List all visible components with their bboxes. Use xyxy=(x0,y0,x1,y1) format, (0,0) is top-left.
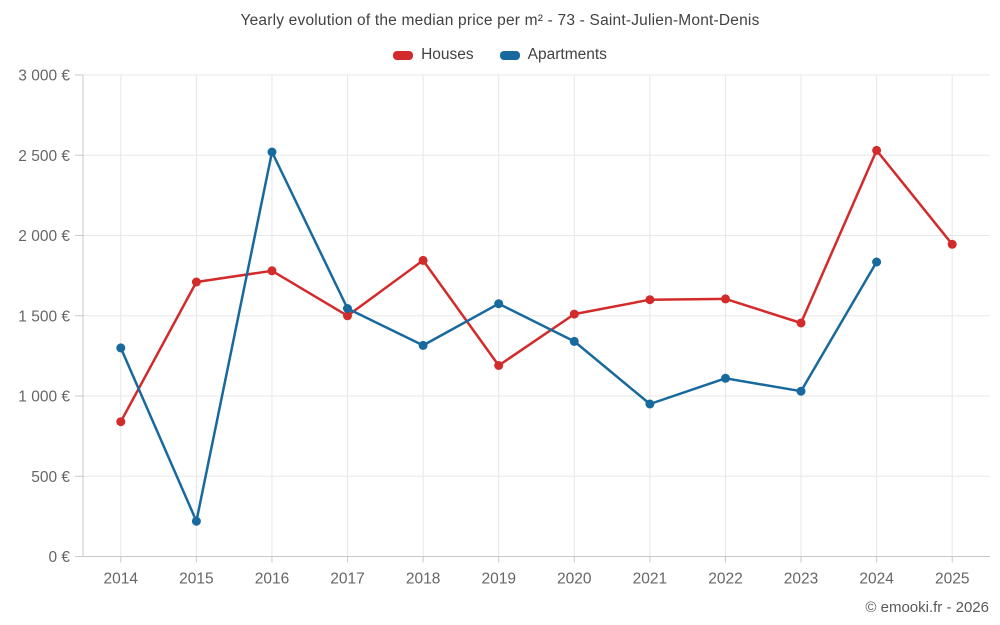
legend: Houses Apartments xyxy=(0,46,1000,64)
x-axis-label: 2016 xyxy=(255,571,289,588)
apartments-point-2016[interactable] xyxy=(267,147,277,157)
houses-legend-swatch-icon xyxy=(393,50,414,60)
y-axis-label: 2 000 € xyxy=(18,228,70,245)
houses-point-2017[interactable] xyxy=(343,311,352,321)
apartments-point-2020[interactable] xyxy=(569,336,579,346)
houses-point-2019[interactable] xyxy=(494,361,504,370)
houses-point-2020[interactable] xyxy=(569,309,579,319)
legend-item-apartments[interactable]: Apartments xyxy=(499,46,607,64)
copyright-text: © emooki.fr - 2026 xyxy=(865,599,989,616)
houses-point-2021[interactable] xyxy=(645,295,655,305)
x-axis-label: 2020 xyxy=(557,571,592,588)
y-axis-label: 500 € xyxy=(31,469,70,486)
x-axis-label: 2015 xyxy=(179,571,213,588)
houses-point-2024[interactable] xyxy=(872,145,882,155)
houses-legend-label: Houses xyxy=(421,46,474,63)
x-axis-label: 2025 xyxy=(935,571,969,588)
y-axis-label: 1 000 € xyxy=(18,389,70,406)
x-axis-label: 2024 xyxy=(859,571,894,588)
x-axis-label: 2014 xyxy=(104,571,139,588)
houses-point-2015[interactable] xyxy=(191,277,201,287)
houses-point-2014[interactable] xyxy=(116,417,126,427)
y-axis-label: 1 500 € xyxy=(18,308,70,325)
houses-point-2018[interactable] xyxy=(418,255,428,265)
apartments-point-2017[interactable] xyxy=(343,304,352,313)
houses-point-2022[interactable] xyxy=(721,294,730,304)
apartments-point-2022[interactable] xyxy=(721,373,730,383)
x-axis-label: 2022 xyxy=(708,571,742,588)
apartments-point-2015[interactable] xyxy=(191,516,201,526)
houses-point-2016[interactable] xyxy=(267,266,277,276)
apartments-point-2018[interactable] xyxy=(418,340,428,350)
apartments-point-2023[interactable] xyxy=(796,386,806,396)
apartments-legend-swatch-icon xyxy=(499,50,520,60)
houses-point-2025[interactable] xyxy=(947,239,957,249)
x-axis-label: 2021 xyxy=(633,571,667,588)
apartments-point-2014[interactable] xyxy=(116,343,126,353)
apartments-point-2019[interactable] xyxy=(494,299,504,309)
houses-point-2023[interactable] xyxy=(796,318,806,328)
chart-title: Yearly evolution of the median price per… xyxy=(240,12,760,29)
y-axis-label: 3 000 € xyxy=(18,68,70,85)
houses-line xyxy=(119,149,954,423)
apartments-point-2021[interactable] xyxy=(645,399,655,409)
x-axis-label: 2023 xyxy=(784,571,818,588)
apartments-point-2024[interactable] xyxy=(872,257,882,267)
x-axis-label: 2019 xyxy=(481,571,515,588)
apartments-legend-label: Apartments xyxy=(527,46,607,63)
x-axis-label: 2018 xyxy=(406,571,440,588)
y-axis-label: 0 € xyxy=(48,549,70,566)
y-axis-label: 2 500 € xyxy=(18,148,70,165)
x-axis-label: 2017 xyxy=(330,571,364,588)
legend-item-houses[interactable]: Houses xyxy=(393,46,474,64)
